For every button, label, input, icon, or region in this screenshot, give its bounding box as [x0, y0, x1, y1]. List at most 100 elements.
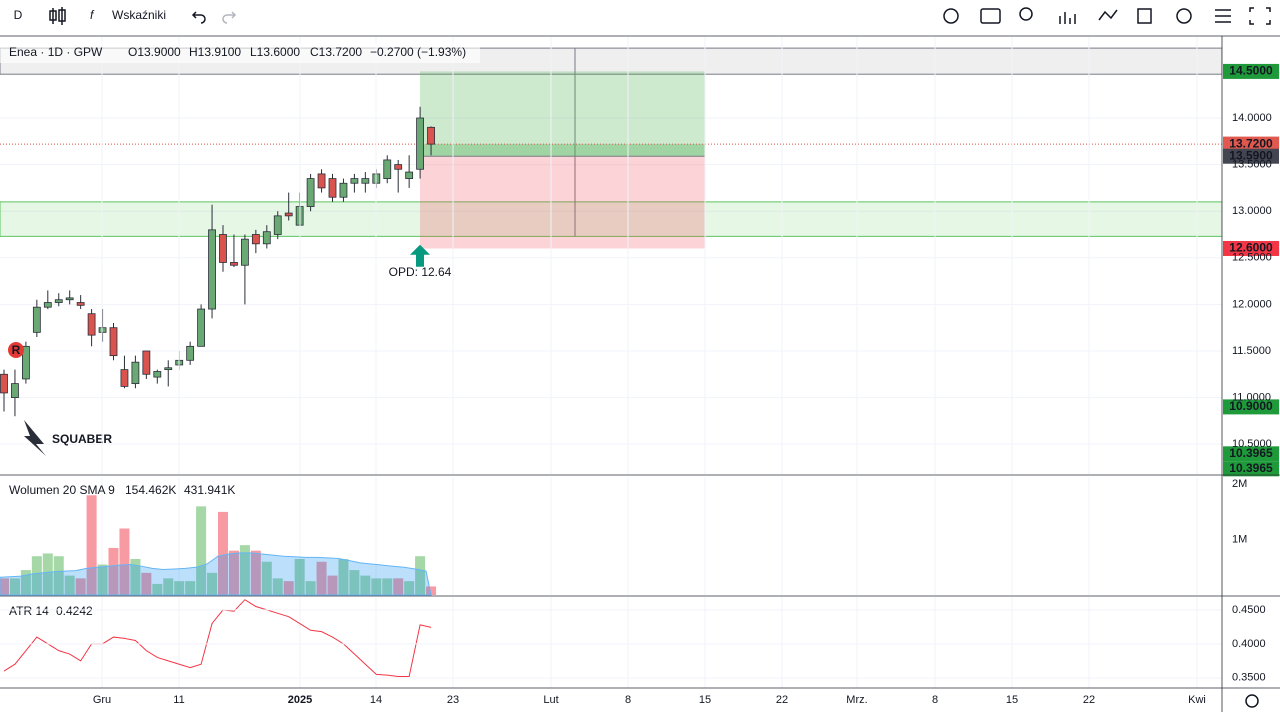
price-badge-label: 10.3965 [1229, 446, 1273, 460]
snapshot-button[interactable] [980, 8, 1001, 24]
volume-bar [371, 578, 382, 595]
candle-body [339, 182, 348, 198]
price-badge-label: 13.5900 [1229, 148, 1273, 162]
volume-bar [97, 564, 108, 595]
volume-bar [393, 578, 404, 595]
price-badge-label: 10.9000 [1229, 399, 1273, 413]
price-badge [1223, 240, 1279, 256]
volume-bar [218, 511, 228, 595]
candle-body [350, 178, 359, 184]
price-badge [1223, 63, 1279, 79]
format-button[interactable] [1215, 9, 1231, 23]
candle-body [43, 302, 52, 308]
volume-bar [163, 578, 174, 595]
price-badge [1223, 148, 1279, 164]
candle-body [262, 231, 271, 245]
legend-symbol: Enea · 1D · GPW [9, 45, 103, 59]
volume-bar [185, 581, 196, 595]
candle-body [394, 164, 403, 170]
x-tick-label: 15 [1006, 694, 1018, 706]
volume-bar [20, 570, 31, 595]
add-button[interactable] [1176, 8, 1192, 24]
candle-body [317, 173, 326, 189]
volume-bar [327, 575, 338, 595]
volume-bar [207, 572, 218, 595]
candle-body [65, 297, 74, 301]
volume-bar [338, 558, 349, 595]
x-tick-label: 8 [625, 694, 631, 706]
price-badge-label: 14.5000 [1229, 64, 1273, 78]
volume-bar [360, 575, 371, 595]
volume-bar [239, 545, 250, 595]
x-tick-label: 14 [370, 694, 382, 706]
volume-bar [196, 506, 207, 595]
candle-body [240, 238, 249, 266]
volume-last: 154.462K [125, 483, 176, 497]
toolbar: D f Wskaźniki [14, 7, 1271, 25]
event-marker-label: R [12, 343, 21, 357]
compare-button[interactable] [1059, 12, 1076, 24]
indicators-button[interactable]: Wskaźniki [112, 8, 166, 22]
x-tick-label: 2025 [288, 694, 312, 706]
volume-bar [108, 547, 119, 595]
legend-bg [0, 43, 480, 63]
settings-button[interactable] [943, 8, 959, 24]
save-button[interactable] [1137, 8, 1152, 24]
search-button[interactable] [1019, 7, 1033, 21]
watermark-logo [24, 420, 46, 456]
y-tick-label: 13.0000 [1232, 205, 1272, 217]
redo-button[interactable] [222, 11, 237, 24]
y-tick-label: 12.5000 [1232, 252, 1272, 264]
target-zone [420, 71, 705, 157]
y-tick-label: 14.0000 [1232, 112, 1272, 124]
y-tick-label: 10.5000 [1232, 438, 1272, 450]
volume-bar [349, 570, 360, 595]
volume-bar [75, 578, 86, 595]
candle-body [405, 171, 414, 179]
fullscreen-button[interactable] [1249, 7, 1271, 25]
volume-tick-label: 1M [1232, 534, 1247, 546]
undo-button[interactable] [191, 11, 206, 24]
volume-bar [250, 550, 261, 595]
volume-bar [228, 550, 239, 595]
event-marker [8, 342, 24, 358]
y-tick-label: 13.5000 [1232, 159, 1272, 171]
axis-settings-button[interactable] [1245, 694, 1259, 708]
candle-body [109, 327, 118, 357]
x-tick-label: Mrz. [846, 694, 867, 706]
candle-body [416, 117, 425, 170]
volume-bar [0, 578, 9, 595]
volume-bar [141, 572, 152, 595]
volume-bar [64, 575, 75, 595]
volume-bar [272, 578, 283, 595]
candle-body [328, 178, 337, 198]
volume-bar [415, 556, 426, 595]
legend-open: O13.9000 [128, 45, 181, 59]
volume-sma-area [0, 552, 432, 596]
candle-body [251, 234, 260, 245]
y-tick-label: 12.0000 [1232, 298, 1272, 310]
zone [0, 201, 1222, 237]
atr-tick-label: 0.4500 [1232, 604, 1266, 616]
watermark: SQUABER [52, 432, 112, 446]
chart-type-button[interactable] [49, 7, 66, 25]
candle-body [120, 369, 129, 387]
y-tick-label: 11.0000 [1232, 391, 1271, 403]
main-pane: OPD: 12.64 R SQUABER [0, 47, 1222, 456]
candle-body [273, 215, 282, 235]
volume-bar [404, 581, 415, 595]
x-tick-label: 8 [932, 694, 938, 706]
volume-title: Wolumen 20 SMA 9 [9, 483, 115, 497]
alert-button[interactable] [1098, 9, 1118, 21]
interval-button[interactable]: D [14, 8, 23, 22]
volume-bar [152, 583, 163, 595]
candle-body [54, 299, 63, 303]
candle-body [383, 159, 392, 179]
stop-zone [420, 156, 705, 249]
candle-body [87, 313, 96, 336]
volume-tick-label: 2M [1232, 478, 1247, 490]
entry-arrow [410, 244, 430, 267]
legend-high: H13.9100 [189, 45, 241, 59]
indicators-icon[interactable]: f [90, 8, 95, 22]
